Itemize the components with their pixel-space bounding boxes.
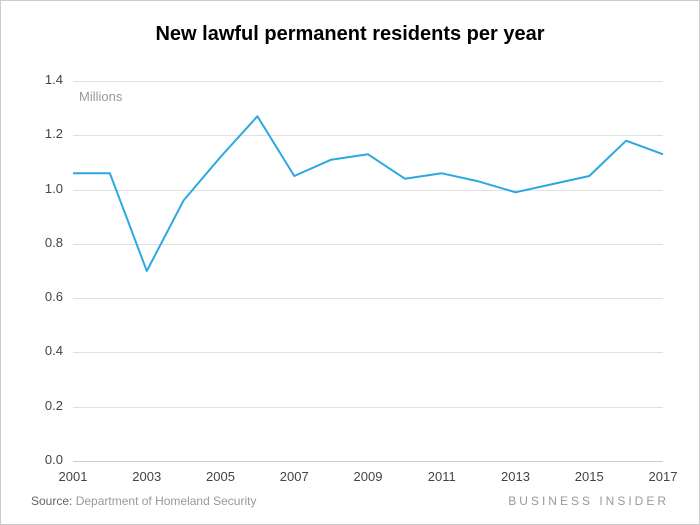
- brand-text: BUSINESS INSIDER: [508, 494, 669, 508]
- chart-container: New lawful permanent residents per year …: [0, 0, 700, 525]
- line-series: [1, 1, 700, 525]
- data-line: [73, 116, 663, 271]
- source-footer: Source: Department of Homeland Security: [31, 494, 256, 508]
- source-text: Department of Homeland Security: [76, 494, 257, 508]
- source-label: Source:: [31, 494, 72, 508]
